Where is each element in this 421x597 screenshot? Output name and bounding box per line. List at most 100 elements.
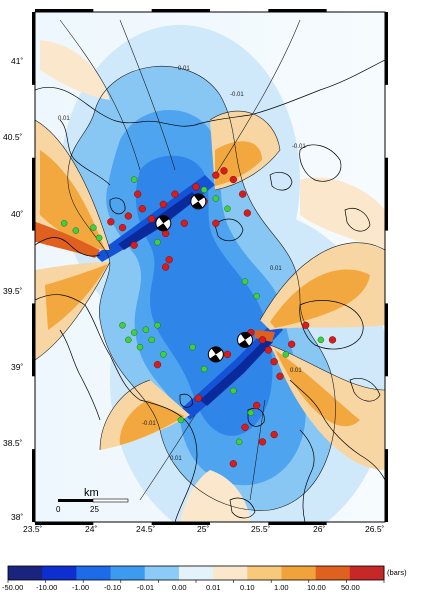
colorbar-swatch: [213, 566, 248, 580]
stress-field: [35, 12, 385, 522]
event-red-dot: [134, 190, 142, 198]
event-green-dot: [125, 336, 132, 344]
event-green-dot: [317, 336, 325, 344]
contour-lines: [35, 19, 385, 511]
contour-label: 0.01: [58, 116, 70, 122]
event-green-dot: [72, 227, 80, 234]
lon-tick-label: 25.5˚: [251, 524, 271, 534]
event-red-dot: [243, 209, 251, 217]
event-red-dot: [229, 460, 237, 468]
event-red-dot: [162, 263, 170, 271]
lat-tick-label: 40.5˚: [3, 132, 23, 142]
event-green-dot: [200, 365, 208, 373]
scale-bar-tick: 25: [90, 505, 99, 514]
scale-bar-tick: 0: [56, 505, 61, 514]
event-green-dot: [282, 351, 290, 358]
event-red-dot: [192, 183, 200, 191]
event-green-dot: [253, 292, 260, 300]
contour-label: -0.01: [142, 421, 156, 427]
event-red-dot: [153, 360, 162, 369]
colorbar-label: -0.10: [104, 583, 121, 592]
event-red-dot: [258, 336, 267, 344]
event-red-dot: [194, 394, 202, 402]
frame-ticks: [32, 9, 388, 525]
event-green-dot: [224, 205, 231, 212]
event-red-dot: [264, 346, 272, 354]
focal-mechanism-icon: [190, 193, 207, 210]
contour-label: 0.01: [290, 368, 302, 374]
event-red-dot: [239, 190, 247, 198]
colorbar-unit: (bars): [387, 568, 407, 577]
lon-tick-label: 26.5˚: [365, 524, 385, 534]
colorbar-swatch: [315, 566, 351, 580]
event-green-dot: [247, 409, 255, 416]
scale-bar: km 0 25: [56, 487, 129, 514]
coastlines: [35, 59, 385, 522]
event-green-dot: [235, 438, 243, 446]
event-red-dot: [328, 336, 337, 344]
color-scale-bar: [7, 565, 385, 583]
longitude-axis: 23.5˚ 24˚ 24.5˚ 25˚ 25.5˚ 26˚ 26.5˚: [23, 524, 385, 534]
event-green-dot: [154, 238, 161, 246]
event-red-dot: [159, 200, 167, 208]
colorbar-label: -10.00: [36, 583, 57, 592]
lon-tick-label: 24˚: [85, 524, 97, 534]
colorbar-label: 0.01: [206, 583, 221, 592]
colorbar-swatch: [144, 566, 180, 580]
event-green-dot: [142, 326, 150, 333]
event-green-dot: [230, 387, 237, 395]
event-green-dot: [160, 351, 167, 358]
event-green-dot: [177, 416, 185, 424]
scale-bar-unit: km: [84, 487, 99, 499]
focal-mechanism-icon: [155, 215, 172, 232]
event-red-dot: [270, 358, 278, 366]
event-red-dot: [118, 224, 127, 232]
event-red-dot: [253, 401, 261, 410]
event-red-dot: [148, 215, 156, 223]
event-red-dot: [124, 212, 132, 220]
event-red-dot: [220, 167, 228, 175]
focal-mechanism-icon: [237, 331, 253, 348]
colorbar-swatch: [76, 566, 112, 580]
colorbar-swatch: [178, 566, 214, 580]
event-green-dot: [241, 278, 249, 285]
event-red-dot: [302, 321, 310, 329]
event-red-dot: [107, 218, 115, 226]
event-red-dot: [223, 350, 232, 359]
lon-tick-label: 25˚: [197, 524, 209, 534]
event-green-dot: [148, 336, 155, 344]
event-green-dot: [130, 329, 138, 336]
colorbar-label: 0.10: [240, 583, 255, 592]
colorbar-label: -0.01: [137, 583, 154, 592]
colorbar-label: 10.00: [307, 583, 326, 592]
event-green-dot: [95, 234, 103, 242]
contour-label: 0.01: [178, 66, 190, 72]
event-red-dot: [258, 438, 267, 446]
event-green-dot: [136, 343, 144, 351]
event-green-dot: [154, 322, 161, 329]
event-red-dot: [229, 175, 237, 184]
contour-label: 0.01: [270, 266, 282, 272]
event-red-dot: [165, 256, 173, 264]
lat-tick-label: 38˚: [11, 512, 23, 522]
lon-tick-label: 26˚: [313, 524, 325, 534]
colorbar-label: 0.00: [172, 583, 187, 592]
contour-label: -0.01: [292, 144, 306, 150]
lon-tick-label: 23.5˚: [23, 524, 43, 534]
event-red-dot: [130, 241, 138, 249]
latitude-axis: 41˚ 40.5˚ 40˚ 39.5˚ 39˚ 38.5˚ 38˚: [3, 56, 23, 522]
colorbar-swatch: [247, 566, 282, 580]
lat-tick-label: 38.5˚: [3, 438, 23, 448]
focal-mechanism-icon: [207, 346, 224, 363]
event-red-dot: [212, 219, 220, 227]
event-red-dot: [138, 205, 146, 213]
lat-tick-label: 41˚: [11, 56, 23, 66]
earthquake-events: [60, 167, 337, 468]
event-green-dot: [119, 322, 126, 329]
colorbar-swatch: [42, 566, 77, 580]
colorbar-swatch: [8, 566, 43, 580]
event-green-dot: [200, 186, 208, 194]
lat-tick-label: 39.5˚: [3, 286, 23, 296]
event-red-dot: [276, 372, 284, 380]
